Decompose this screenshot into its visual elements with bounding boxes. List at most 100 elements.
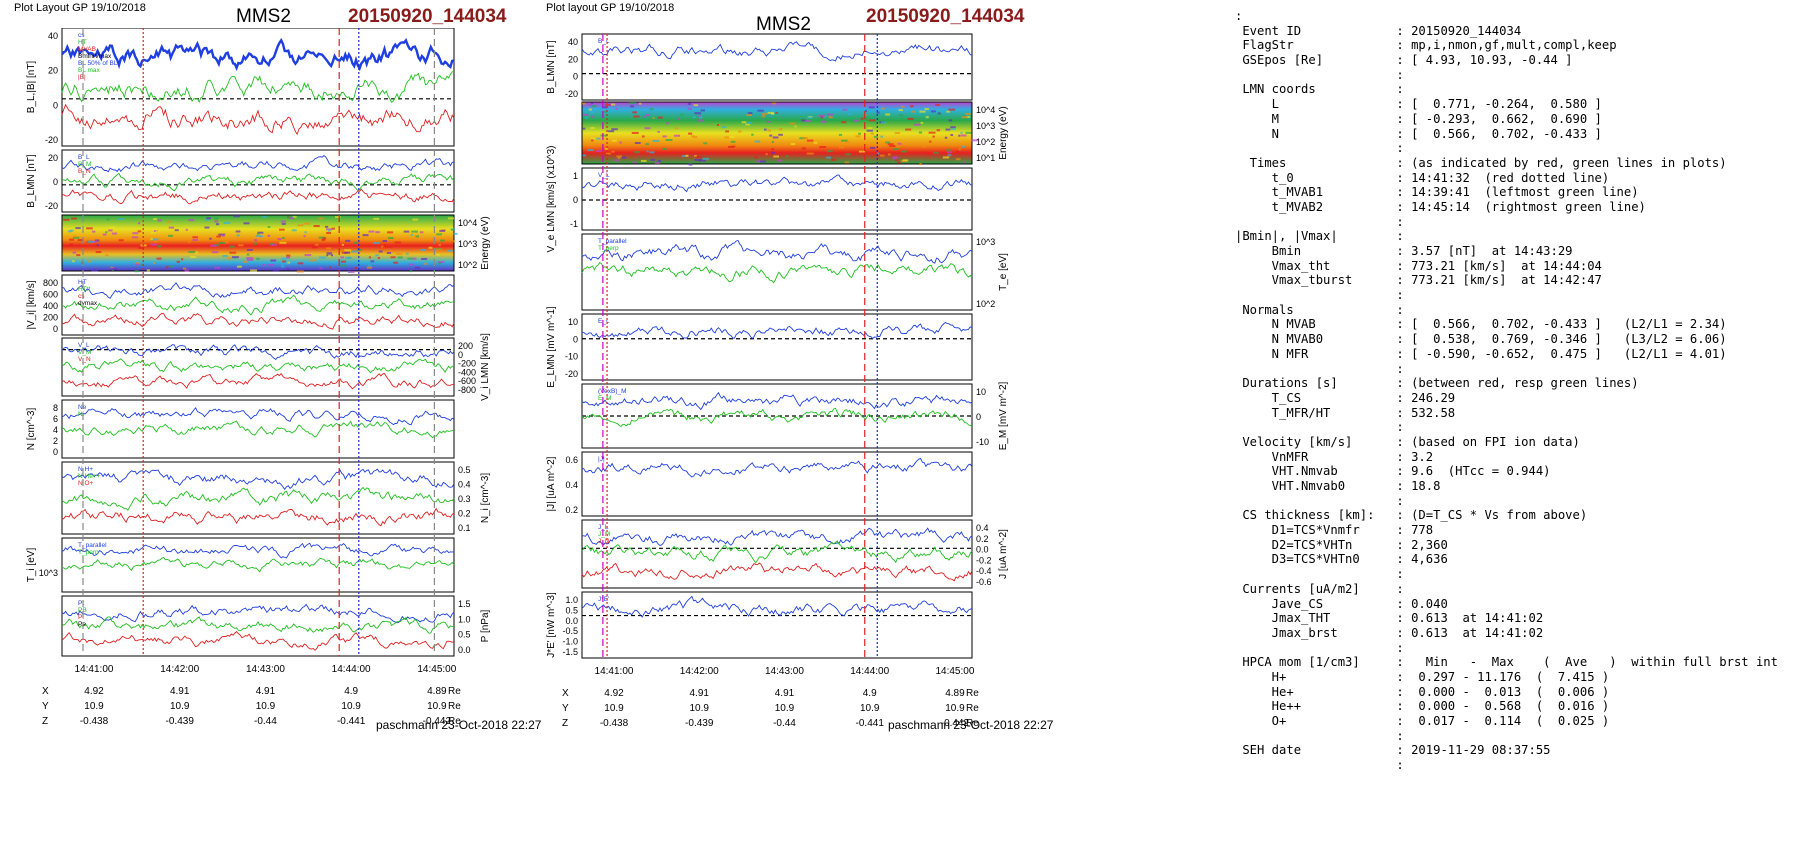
time-tick-label: 14:45:00 xyxy=(935,666,974,677)
spectrogram-pixel xyxy=(284,262,288,265)
spectrogram-pixel xyxy=(692,116,696,119)
spectrogram-pixel xyxy=(436,253,440,256)
position-value: 4.89 xyxy=(427,686,447,697)
info-line: t_MVAB2 : 14:45:14 (rightmost green line… xyxy=(1235,200,1795,215)
info-line-text: M : [ -0.293, 0.662, 0.690 ] xyxy=(1235,111,1602,126)
spectrogram-pixel xyxy=(759,160,766,163)
spectrogram-pixel xyxy=(858,150,865,153)
spectrogram-pixel xyxy=(801,147,806,150)
info-line-text: N : [ 0.566, 0.702, -0.433 ] xyxy=(1235,126,1602,141)
position-value: -0.438 xyxy=(80,716,109,727)
spectrogram-pixel xyxy=(971,139,978,142)
spectrogram-pixel xyxy=(246,257,254,260)
spectrogram-pixel xyxy=(326,232,331,235)
spectrogram-pixel xyxy=(280,265,285,268)
series-line xyxy=(61,155,455,173)
spectrogram-pixel xyxy=(108,229,113,232)
info-line-text: : xyxy=(1235,758,1404,773)
y-tick-label: 0 xyxy=(458,350,463,360)
spectrogram-pixel xyxy=(930,110,936,113)
spectrogram-pixel xyxy=(605,147,608,150)
info-line-text: t_MVAB2 : 14:45:14 (rightmost green line… xyxy=(1235,199,1646,214)
spectrogram-pixel xyxy=(694,158,702,161)
info-line-text: t_0 : 14:41:32 (red dotted line) xyxy=(1235,170,1610,185)
info-line-text: He+ : 0.000 - 0.013 ( 0.006 ) xyxy=(1235,684,1610,699)
spectrogram-pixel xyxy=(135,262,141,265)
spectrogram-pixel xyxy=(864,109,867,112)
spectrogram-pixel xyxy=(801,119,806,122)
spectrogram-pixel xyxy=(960,131,963,134)
spectrogram-pixel xyxy=(700,109,705,112)
y-tick-label: -0.2 xyxy=(976,555,992,565)
spectrogram-pixel xyxy=(334,249,339,252)
spectrogram-pixel xyxy=(955,150,959,153)
spectrogram-pixel xyxy=(318,236,326,239)
spectrogram-pixel xyxy=(913,123,921,126)
y-axis-label: B_LMN [nT] xyxy=(26,154,37,208)
spectrogram-pixel xyxy=(767,129,771,132)
spectrogram-pixel xyxy=(118,239,124,242)
panel-frame xyxy=(581,451,973,517)
spectrogram-pixel xyxy=(151,238,159,241)
spectrogram-pixel xyxy=(910,105,914,108)
middle-plot-layout-label: Plot layout GP 19/10/2018 xyxy=(546,2,675,14)
spectrogram-pixel xyxy=(146,269,150,272)
spectrogram-pixel xyxy=(746,122,753,125)
info-line: He++ : 0.000 - 0.568 ( 0.016 ) xyxy=(1235,699,1795,714)
info-line-text: Normals : xyxy=(1235,302,1404,317)
panel-2: 10^4 10^3 10^2 Energy (eV) xyxy=(61,214,491,273)
y-axis-label: Energy (eV) xyxy=(998,106,1009,159)
spectrogram-pixel xyxy=(102,233,107,236)
spectrogram-pixel xyxy=(222,255,228,258)
spectrogram-pixel xyxy=(206,217,212,220)
spectrogram-pixel xyxy=(620,156,627,159)
spectrogram-pixel xyxy=(286,254,291,257)
spectrogram-pixel xyxy=(382,240,388,243)
spectrogram-pixel xyxy=(69,238,75,241)
spectrogram-pixel xyxy=(340,260,346,263)
spectrogram-pixel xyxy=(156,257,162,260)
spectrogram-pixel xyxy=(595,143,599,146)
spectrogram-pixel xyxy=(633,161,637,164)
spectrogram-pixel xyxy=(192,238,199,241)
spectrogram-pixel xyxy=(112,267,115,270)
spectrogram-pixel xyxy=(281,222,286,225)
info-line-text: D1=TCS*Vnmfr : 778 xyxy=(1235,523,1434,538)
position-value: 4.9 xyxy=(344,686,358,697)
position-value: 10.9 xyxy=(945,703,965,714)
spectrogram-pixel xyxy=(246,248,253,251)
legend-entry: cs xyxy=(78,293,85,300)
spectrogram-pixel xyxy=(612,152,619,155)
spectrogram-pixel xyxy=(344,249,352,252)
y-tick-label: -20 xyxy=(565,369,578,379)
series-line xyxy=(61,37,455,72)
legend-entry: V_M xyxy=(78,349,91,356)
legend-entry: B_L xyxy=(78,154,90,161)
info-line-text: : xyxy=(1235,141,1404,156)
y-tick-label: 0 xyxy=(573,334,578,344)
spectrogram-pixel xyxy=(354,267,358,270)
y-tick-label: -10 xyxy=(976,437,989,447)
spectrogram-pixel xyxy=(650,158,656,161)
spectrogram-pixel xyxy=(373,217,380,220)
spectrogram-pixel xyxy=(785,155,789,158)
spectrogram-pixel xyxy=(942,156,950,159)
time-tick-label: 14:41:00 xyxy=(595,666,634,677)
spectrogram-pixel xyxy=(794,125,797,128)
y-tick-label: 0 xyxy=(976,412,981,422)
spectrogram-pixel xyxy=(729,135,735,138)
spectrogram-pixel xyxy=(766,120,770,123)
y-tick-label: -10 xyxy=(565,352,578,362)
spectrogram-pixel xyxy=(841,121,847,124)
spectrogram-pixel xyxy=(69,243,74,246)
series-line xyxy=(581,407,973,427)
spectrogram-pixel xyxy=(387,231,394,234)
spectrogram-pixel xyxy=(863,116,870,119)
spectrogram-pixel xyxy=(211,251,219,254)
position-value: 10.9 xyxy=(775,703,795,714)
panel-frame xyxy=(581,591,973,659)
series-line xyxy=(61,103,455,136)
spectrogram-pixel xyxy=(108,226,115,229)
